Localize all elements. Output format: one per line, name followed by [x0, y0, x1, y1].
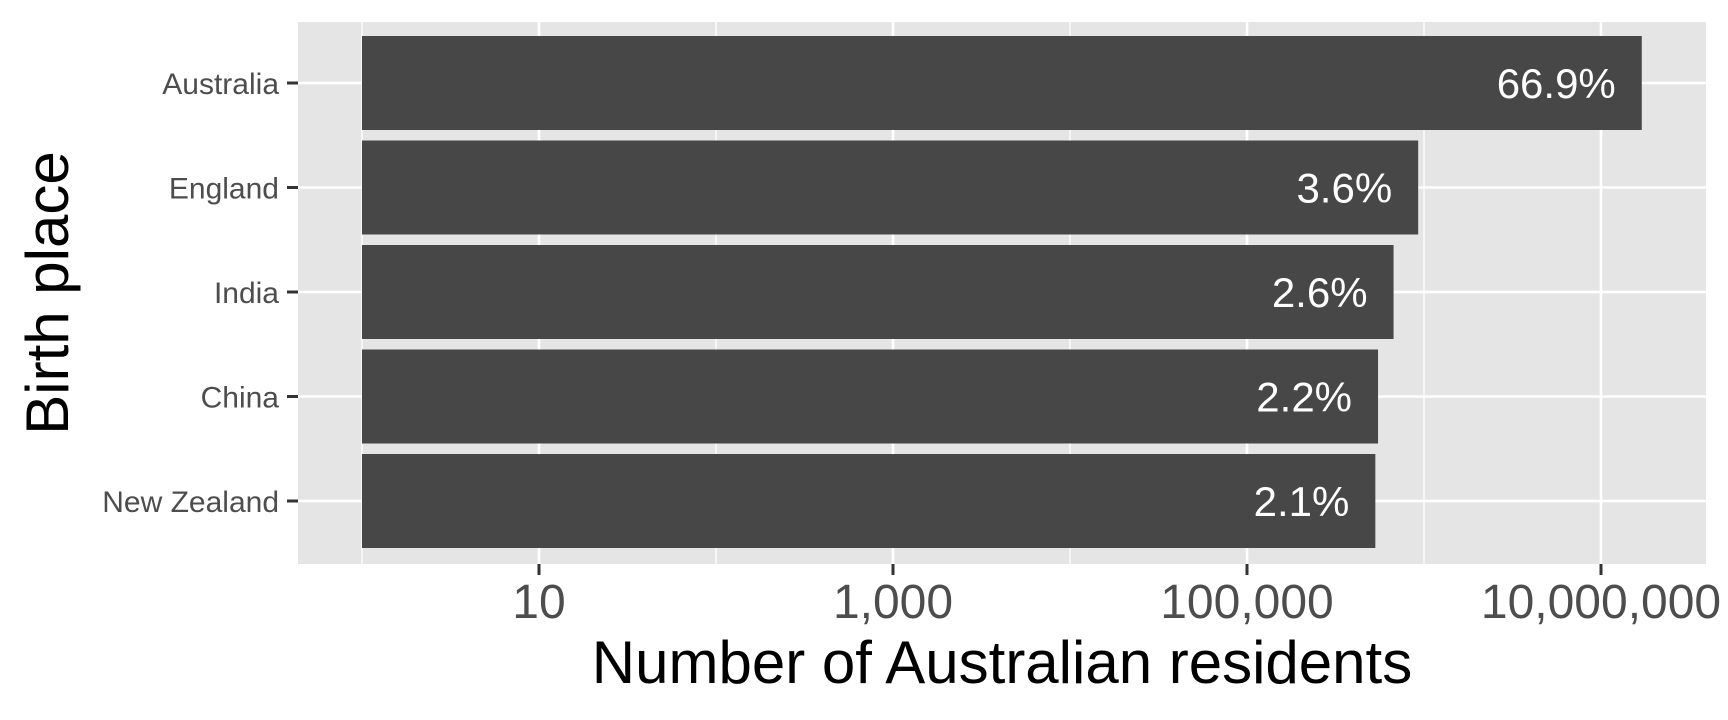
- bar-value-label: 2.2%: [1256, 374, 1352, 421]
- bar-new-zealand: [362, 454, 1376, 548]
- bar-australia: [362, 36, 1642, 130]
- y-tick-label: Australia: [162, 68, 279, 101]
- bar-england: [362, 140, 1419, 235]
- bars: [362, 36, 1642, 548]
- bar-value-label: 66.9%: [1497, 60, 1616, 107]
- bar-china: [362, 349, 1379, 444]
- y-tick-label: England: [169, 173, 279, 206]
- y-tick-label: New Zealand: [102, 486, 279, 519]
- x-axis-title: Number of Australian residents: [592, 629, 1412, 696]
- y-axis: Australia England India China New Zealand: [102, 68, 298, 519]
- bar-value-label: 2.6%: [1272, 269, 1368, 316]
- bar-value-label: 2.1%: [1254, 478, 1350, 525]
- bar-india: [362, 245, 1394, 339]
- x-tick-label: 10: [512, 576, 565, 629]
- bar-value-labels: 66.9% 3.6% 2.6% 2.2% 2.1%: [1254, 60, 1616, 525]
- x-axis: 10 1,000 100,000 10,000,000: [512, 564, 1721, 629]
- x-tick-label: 100,000: [1160, 576, 1334, 629]
- x-tick-label: 1,000: [833, 576, 953, 629]
- y-tick-label: China: [201, 382, 280, 415]
- y-axis-title: Birth place: [14, 151, 81, 434]
- bar-value-label: 3.6%: [1296, 165, 1392, 212]
- x-tick-label: 10,000,000: [1481, 576, 1721, 629]
- y-tick-label: India: [214, 277, 279, 310]
